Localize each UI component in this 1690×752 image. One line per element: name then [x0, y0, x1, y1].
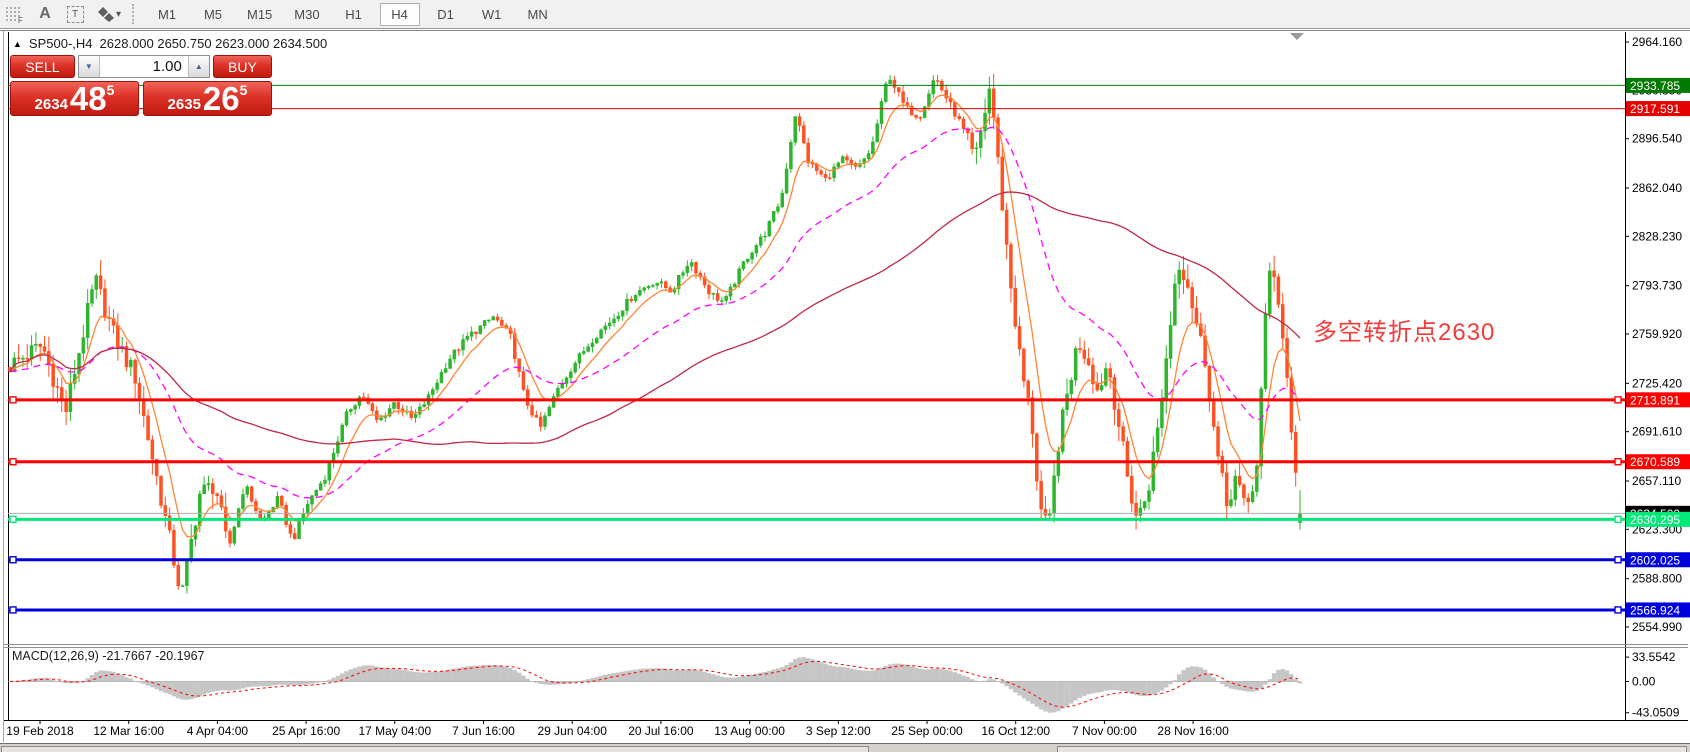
svg-text:2602.025: 2602.025 — [1630, 553, 1680, 567]
svg-text:2862.040: 2862.040 — [1632, 181, 1682, 195]
svg-text:2933.785: 2933.785 — [1630, 79, 1680, 93]
timeframe-button-m5[interactable]: M5 — [203, 6, 223, 22]
timeframe-button-m15[interactable]: M15 — [247, 6, 273, 22]
chart-frame — [0, 30, 1690, 742]
timeframe-button-w1[interactable]: W1 — [481, 6, 502, 22]
buy-price-big: 26 — [202, 79, 240, 117]
candlestick-series — [8, 73, 1302, 594]
svg-text:-43.0509: -43.0509 — [1632, 706, 1680, 720]
timeframe-button-group: M1 M5 M15 M30 H1 H4 D1 W1 MN — [144, 2, 561, 26]
ma-line-fast — [9, 94, 1301, 538]
timeframe-button-h1[interactable]: H1 — [345, 6, 362, 22]
svg-text:33.5542: 33.5542 — [1632, 650, 1676, 664]
buy-price-sup: 5 — [239, 82, 248, 98]
svg-text:3 Sep 12:00: 3 Sep 12:00 — [806, 724, 871, 738]
svg-text:2964.160: 2964.160 — [1632, 35, 1682, 49]
svg-text:7 Jun 16:00: 7 Jun 16:00 — [452, 724, 515, 738]
macd-name: MACD(12,26,9) — [12, 649, 99, 663]
chart-toolbar: F A T ▾ M1 M5 M15 M30 H1 H4 D1 W1 MN — [0, 0, 1690, 29]
macd-values: -21.7667 -20.1967 — [102, 649, 205, 663]
dropdown-caret-icon: ▾ — [115, 8, 122, 20]
timeframe-button-mn[interactable]: MN — [527, 6, 548, 22]
svg-text:29 Jun 04:00: 29 Jun 04:00 — [537, 724, 607, 738]
price-axis-labels: 2933.785 2917.591 2713.891 2670.589 2602.025… — [1626, 77, 1690, 618]
ohlc-values: 2628.000 2650.750 2623.000 2634.500 — [99, 36, 328, 51]
sell-price-sup: 5 — [106, 82, 115, 98]
svg-text:2657.110: 2657.110 — [1632, 474, 1681, 488]
sell-price-big: 48 — [69, 79, 107, 117]
svg-text:2670.589: 2670.589 — [1630, 455, 1680, 469]
toolbar-drag-handle[interactable] — [132, 4, 140, 24]
volume-input[interactable] — [99, 56, 188, 77]
buy-button[interactable]: BUY — [212, 55, 272, 78]
svg-text:2828.230: 2828.230 — [1632, 229, 1682, 243]
sell-button[interactable]: SELL — [10, 55, 75, 78]
svg-text:2588.800: 2588.800 — [1632, 572, 1682, 586]
svg-text:16 Oct 12:00: 16 Oct 12:00 — [981, 724, 1050, 738]
svg-text:19 Feb 2018: 19 Feb 2018 — [6, 724, 74, 738]
volume-increase-button[interactable]: ▲ — [187, 56, 209, 77]
fibonacci-retracement-icon[interactable]: F — [2, 3, 28, 25]
svg-text:28 Nov 16:00: 28 Nov 16:00 — [1157, 724, 1229, 738]
minimized-chart-window[interactable] — [1, 746, 869, 752]
buy-price-box[interactable]: 2635 26 5 — [143, 81, 272, 116]
svg-text:4 Apr 04:00: 4 Apr 04:00 — [187, 724, 249, 738]
macd-panel — [7, 648, 1303, 720]
macd-indicator-label: MACD(12,26,9) -21.7667 -20.1967 — [12, 649, 205, 663]
timeframe-button-m1[interactable]: M1 — [157, 6, 177, 22]
svg-text:2759.920: 2759.920 — [1632, 327, 1682, 341]
turn-level-line[interactable] — [8, 515, 1625, 524]
volume-stepper: ▼ ▲ — [77, 55, 210, 78]
text-box-tool-icon[interactable]: T — [62, 3, 88, 25]
chart-text-annotation[interactable]: 多空转折点2630 — [1313, 319, 1496, 346]
svg-text:2917.591: 2917.591 — [1630, 102, 1680, 116]
svg-text:17 May 04:00: 17 May 04:00 — [358, 724, 431, 738]
svg-text:25 Apr 16:00: 25 Apr 16:00 — [272, 724, 340, 738]
svg-text:12 Mar 16:00: 12 Mar 16:00 — [93, 724, 164, 738]
arrows-tool-icon[interactable]: ▾ — [92, 3, 126, 25]
svg-text:7 Nov 00:00: 7 Nov 00:00 — [1072, 724, 1137, 738]
svg-text:0.00: 0.00 — [1632, 675, 1656, 689]
collapse-icon[interactable]: ▲ — [13, 38, 22, 49]
price-scale[interactable]: 2964.1602930.3502896.5402862.0402828.230… — [1625, 35, 1682, 634]
one-click-trading-panel: SELL ▼ ▲ BUY 2634 48 5 2635 26 5 — [10, 55, 272, 116]
svg-text:2566.924: 2566.924 — [1630, 603, 1680, 617]
boxed-t-icon: T — [66, 5, 84, 23]
svg-text:2896.540: 2896.540 — [1632, 132, 1682, 146]
timeframe-button-d1[interactable]: D1 — [437, 6, 454, 22]
chart-shift-marker-icon[interactable] — [1290, 33, 1304, 40]
symbol-period-label: SP500-,H4 — [28, 36, 93, 51]
time-scale[interactable]: 19 Feb 2018 12 Mar 16:00 4 Apr 04:00 25 Apr… — [6, 720, 1229, 738]
svg-text:2630.295: 2630.295 — [1630, 513, 1680, 527]
horizontal-lines — [8, 84, 1625, 614]
timeframe-button-h4[interactable]: H4 — [379, 2, 420, 26]
chart-ohlc-header: ▲ SP500-,H4 2628.000 2650.750 2623.000 2… — [13, 36, 327, 51]
svg-text:2793.730: 2793.730 — [1632, 279, 1682, 293]
svg-text:2725.420: 2725.420 — [1632, 376, 1682, 390]
timeframe-button-m30[interactable]: M30 — [294, 6, 320, 22]
moving-average-lines — [9, 94, 1301, 538]
svg-text:2691.610: 2691.610 — [1632, 425, 1682, 439]
svg-text:2713.891: 2713.891 — [1630, 393, 1680, 407]
buy-price-prefix: 2635 — [167, 96, 201, 113]
svg-text:13 Aug 00:00: 13 Aug 00:00 — [714, 724, 785, 738]
minimized-windows-strip — [0, 743, 1690, 752]
minimized-chart-window[interactable] — [1057, 746, 1687, 752]
macd-signal-line — [9, 660, 1301, 708]
volume-decrease-button[interactable]: ▼ — [78, 56, 100, 77]
ma-line-slow — [9, 191, 1301, 445]
text-label-tool-icon[interactable]: A — [39, 5, 51, 22]
svg-text:20 Jul 16:00: 20 Jul 16:00 — [628, 724, 694, 738]
svg-text:25 Sep 00:00: 25 Sep 00:00 — [891, 724, 963, 738]
sell-price-box[interactable]: 2634 48 5 — [10, 81, 139, 116]
ma-line-medium — [9, 126, 1301, 499]
svg-text:F: F — [18, 16, 23, 23]
macd-scale[interactable]: 33.5542 0.00 -43.0509 — [1625, 650, 1680, 720]
sell-price-prefix: 2634 — [34, 96, 68, 113]
svg-text:2554.990: 2554.990 — [1632, 620, 1682, 634]
